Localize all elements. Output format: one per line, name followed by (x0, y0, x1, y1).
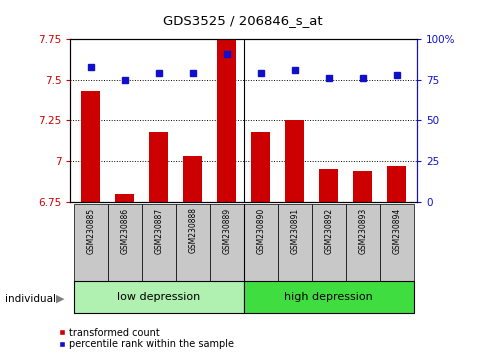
Bar (243, 204, 277, 281)
Bar (74, 204, 107, 281)
Bar (243, 281, 413, 313)
Bar (285, 120, 303, 202)
Bar (175, 204, 209, 281)
Text: GSM230894: GSM230894 (392, 207, 400, 254)
Bar (115, 194, 134, 202)
Bar (149, 132, 168, 202)
Text: low depression: low depression (117, 292, 200, 302)
Text: individual: individual (5, 294, 56, 304)
Text: GSM230885: GSM230885 (86, 207, 95, 253)
Bar (353, 171, 371, 202)
Text: GSM230891: GSM230891 (289, 207, 299, 253)
Bar (217, 37, 236, 202)
Bar (141, 204, 175, 281)
Bar (251, 132, 270, 202)
Text: high depression: high depression (284, 292, 372, 302)
Bar (183, 156, 202, 202)
Bar (107, 204, 141, 281)
Bar (318, 169, 337, 202)
Bar (81, 91, 100, 202)
Bar (74, 281, 243, 313)
Text: GSM230892: GSM230892 (323, 207, 333, 253)
Bar (379, 204, 413, 281)
Text: GSM230886: GSM230886 (120, 207, 129, 253)
Text: ▶: ▶ (56, 294, 65, 304)
Text: GSM230893: GSM230893 (358, 207, 366, 254)
Text: GSM230888: GSM230888 (188, 207, 197, 253)
Bar (345, 204, 379, 281)
Bar (311, 204, 345, 281)
Text: GSM230889: GSM230889 (222, 207, 231, 253)
Text: GSM230887: GSM230887 (154, 207, 163, 253)
Text: GSM230890: GSM230890 (256, 207, 265, 254)
Text: GDS3525 / 206846_s_at: GDS3525 / 206846_s_at (162, 14, 322, 27)
Legend: transformed count, percentile rank within the sample: transformed count, percentile rank withi… (58, 328, 233, 349)
Bar (209, 204, 243, 281)
Bar (277, 204, 311, 281)
Bar (387, 166, 405, 202)
